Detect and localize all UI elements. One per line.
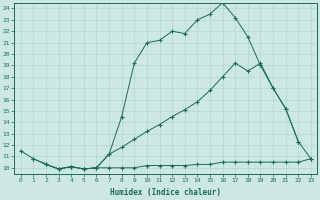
X-axis label: Humidex (Indice chaleur): Humidex (Indice chaleur) [110, 188, 221, 197]
